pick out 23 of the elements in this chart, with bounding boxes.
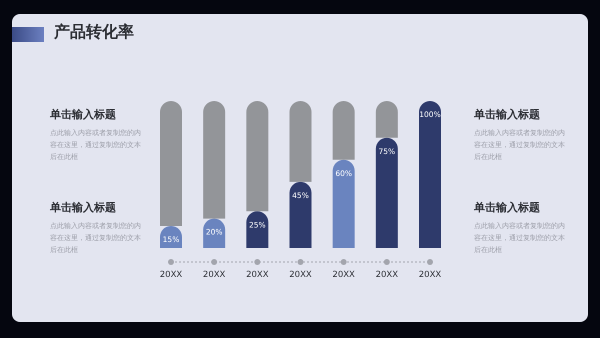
bar: [332, 160, 355, 248]
bar: [160, 101, 182, 226]
x-tick-label: 20XX: [202, 270, 226, 280]
text: 单击输入标题: [50, 200, 117, 215]
x-tick-label: 20XX: [418, 270, 442, 280]
bar: [419, 101, 441, 248]
text: 单击输入标题: [50, 107, 117, 122]
bar: [290, 101, 312, 182]
bar: [332, 101, 355, 160]
x-tick-label: 20XX: [246, 270, 269, 280]
bar: [376, 138, 398, 248]
x-tick-label: 20XX: [160, 270, 182, 280]
x-tick-label: 20XX: [332, 270, 356, 280]
bar: [290, 182, 312, 248]
text: 单击输入标题: [474, 107, 541, 122]
bar: [203, 101, 226, 219]
x-tick-label: 20XX: [376, 270, 398, 280]
bar: [376, 101, 398, 138]
text: 单击输入标题: [474, 200, 541, 215]
chart-title: 产品转化率: [54, 22, 134, 43]
bar: [246, 101, 268, 212]
x-tick-label: 20XX: [289, 270, 312, 280]
bar: [246, 211, 268, 248]
